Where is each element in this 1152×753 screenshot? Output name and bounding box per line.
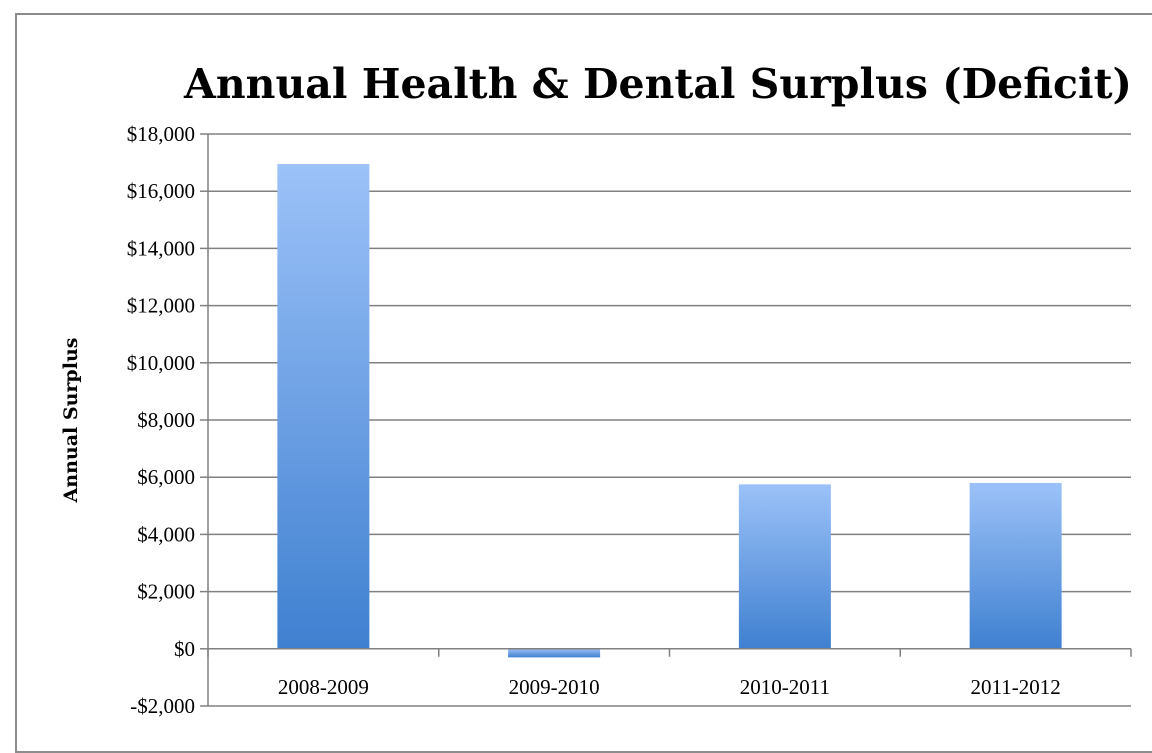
bar-2011-2012 <box>969 482 1062 649</box>
y-tick-label: $10,000 <box>127 351 195 375</box>
y-tick-label: $6,000 <box>137 465 195 489</box>
x-tick-label: 2011-2012 <box>971 675 1061 699</box>
y-tick-label: $16,000 <box>127 179 195 203</box>
bar-chart: Annual Health & Dental Surplus (Deficit)… <box>60 60 1132 718</box>
y-tick-label: -$2,000 <box>130 694 195 718</box>
x-tick-label: 2010-2011 <box>740 675 830 699</box>
bar-2010-2011 <box>738 484 831 649</box>
chart-title: Annual Health & Dental Surplus (Deficit) <box>183 60 1132 108</box>
y-tick-label: $8,000 <box>137 408 195 432</box>
y-tick-label: $12,000 <box>127 294 195 318</box>
y-tick-label: $0 <box>174 637 195 661</box>
y-tick-labels: -$2,000 $0 $2,000 $4,000 $6,000 $8,000 $10,000… <box>127 122 195 718</box>
y-tick-label: $2,000 <box>137 580 195 604</box>
bars <box>277 164 1062 658</box>
y-tick-label: $18,000 <box>127 122 195 146</box>
x-tick-labels: 2008-2009 2009-2010 2010-2011 2011-2012 <box>278 675 1061 699</box>
y-tick-label: $4,000 <box>137 522 195 546</box>
bar-2008-2009 <box>277 164 370 649</box>
y-axis-label: Annual Surplus <box>60 338 82 504</box>
x-tick-label: 2009-2010 <box>509 675 600 699</box>
axes <box>207 134 1132 706</box>
x-tick-label: 2008-2009 <box>278 675 369 699</box>
bar-2009-2010 <box>508 648 601 658</box>
y-tick-label: $14,000 <box>127 236 195 260</box>
